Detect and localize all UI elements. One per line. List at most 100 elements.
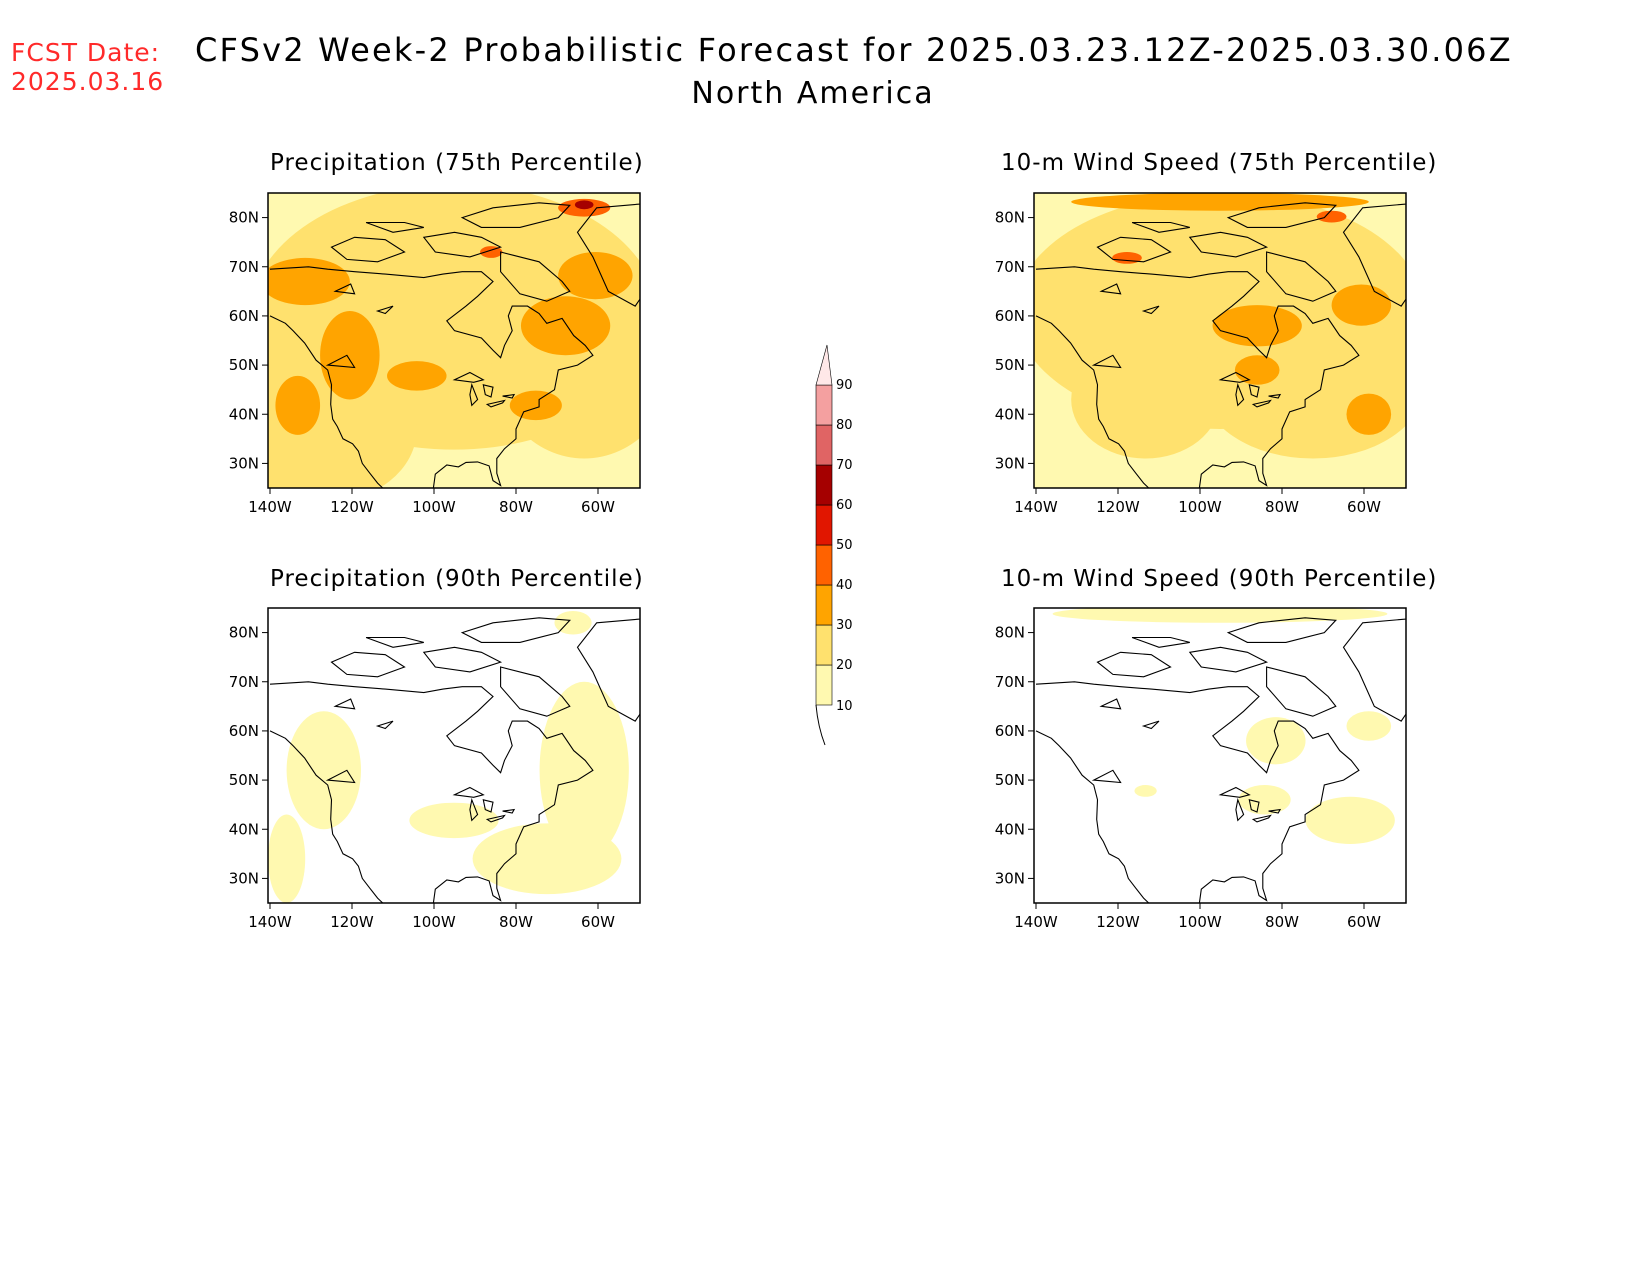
lat-tick-label: 60N bbox=[229, 722, 259, 740]
panel-title-wind-75: 10-m Wind Speed (75th Percentile) bbox=[1001, 150, 1438, 176]
forecast-date-block: FCST Date: 2025.03.16 bbox=[11, 38, 164, 96]
lake-outline bbox=[1251, 814, 1272, 823]
lake-outline bbox=[469, 797, 479, 822]
lat-tick-label: 40N bbox=[995, 405, 1025, 423]
probability-shading bbox=[1346, 711, 1392, 741]
island-outline bbox=[460, 617, 571, 643]
lake-outline bbox=[375, 720, 394, 730]
colorbar-segment bbox=[815, 624, 833, 666]
colorbar-segment bbox=[815, 504, 833, 546]
colorbar-level-label: 50 bbox=[836, 538, 853, 553]
lat-tick-label: 40N bbox=[229, 820, 259, 838]
lake-outline bbox=[502, 393, 516, 399]
lake-outline bbox=[1268, 808, 1282, 814]
lon-tick-label: 100W bbox=[412, 913, 456, 930]
colorbar-level-label: 60 bbox=[836, 498, 853, 513]
island-outline bbox=[1226, 617, 1337, 643]
island-outline bbox=[1188, 231, 1269, 258]
colorbar-segment bbox=[815, 584, 833, 626]
lake-outline bbox=[502, 808, 516, 814]
map-panel-precip-75: 140W 120W 100W 80W 60W 80N 70N 60N 50N 40N 30N bbox=[229, 192, 641, 515]
lat-tick-label: 80N bbox=[995, 624, 1025, 642]
probability-shading bbox=[268, 257, 350, 306]
probability-shading bbox=[275, 375, 321, 435]
coastline bbox=[269, 730, 384, 903]
probability-colorbar: 10 20 30 40 50 60 70 80 90 bbox=[815, 344, 853, 746]
forecast-date-value: 2025.03.16 bbox=[11, 67, 165, 96]
lake-outline bbox=[375, 305, 394, 315]
lat-tick-label: 50N bbox=[995, 771, 1025, 789]
coastline bbox=[1035, 266, 1360, 488]
panel-title-precip-75: Precipitation (75th Percentile) bbox=[270, 150, 644, 176]
colorbar-segment bbox=[815, 544, 833, 586]
lat-tick-label: 30N bbox=[995, 454, 1025, 472]
lon-tick-label: 140W bbox=[248, 913, 292, 930]
lat-tick-label: 60N bbox=[995, 307, 1025, 325]
lake-outline bbox=[482, 384, 494, 398]
colorbar-segment bbox=[815, 424, 833, 466]
lake-outline bbox=[1268, 393, 1282, 399]
island-outline bbox=[1131, 221, 1190, 233]
lat-tick-label: 70N bbox=[229, 258, 259, 276]
lake-outline bbox=[1248, 799, 1260, 813]
lat-tick-label: 50N bbox=[995, 356, 1025, 374]
lat-tick-label: 50N bbox=[229, 771, 259, 789]
island-outline bbox=[500, 251, 571, 302]
region-subtitle: North America bbox=[691, 76, 935, 111]
lon-tick-label: 80W bbox=[1265, 913, 1299, 930]
lon-tick-label: 120W bbox=[330, 498, 374, 515]
lat-tick-label: 60N bbox=[995, 722, 1025, 740]
island-outline bbox=[460, 202, 571, 228]
map-frame bbox=[1033, 192, 1407, 489]
lake-outline bbox=[1099, 698, 1122, 710]
lake-outline bbox=[469, 382, 479, 407]
probability-shading bbox=[1071, 340, 1220, 459]
colorbar-level-label: 80 bbox=[836, 418, 853, 433]
lake-outline bbox=[1099, 283, 1122, 295]
island-outline bbox=[576, 618, 640, 722]
lake-outline bbox=[452, 371, 485, 383]
map-frame bbox=[267, 607, 641, 904]
island-outline bbox=[365, 221, 424, 233]
lon-tick-label: 140W bbox=[1014, 498, 1058, 515]
map-panel-precip-90: 140W 120W 100W 80W 60W 80N 70N 60N 50N 40N 30N bbox=[229, 607, 641, 930]
coastline bbox=[269, 681, 594, 903]
probability-shading bbox=[387, 361, 447, 391]
probability-shading bbox=[1134, 785, 1157, 797]
lake-outline bbox=[1248, 384, 1260, 398]
probability-shading bbox=[1331, 284, 1392, 326]
island-outline bbox=[500, 666, 571, 717]
lat-tick-label: 70N bbox=[995, 673, 1025, 691]
lon-tick-label: 60W bbox=[581, 913, 615, 930]
lat-tick-label: 50N bbox=[229, 356, 259, 374]
lat-tick-label: 80N bbox=[229, 209, 259, 227]
page-title: CFSv2 Week-2 Probabilistic Forecast for … bbox=[195, 31, 1513, 69]
probability-shading bbox=[554, 610, 592, 635]
lat-tick-label: 70N bbox=[229, 673, 259, 691]
colorbar-level-label: 40 bbox=[836, 578, 853, 593]
lake-outline bbox=[485, 399, 506, 408]
lat-tick-label: 30N bbox=[995, 869, 1025, 887]
island-outline bbox=[1266, 666, 1337, 717]
map-frame bbox=[267, 192, 641, 489]
coastline bbox=[269, 266, 594, 488]
colorbar-segment bbox=[815, 384, 833, 426]
lake-outline bbox=[333, 698, 356, 710]
probability-shading bbox=[480, 246, 503, 258]
probability-shading bbox=[1112, 252, 1142, 264]
lake-outline bbox=[1218, 371, 1251, 383]
lake-outline bbox=[1218, 786, 1251, 798]
colorbar-segment bbox=[815, 664, 833, 706]
panel-title-wind-90: 10-m Wind Speed (90th Percentile) bbox=[1001, 566, 1438, 592]
island-outline bbox=[330, 651, 406, 678]
lon-tick-label: 140W bbox=[248, 498, 292, 515]
colorbar-level-label: 10 bbox=[836, 699, 853, 714]
island-outline bbox=[1342, 203, 1406, 307]
lon-tick-label: 80W bbox=[1265, 498, 1299, 515]
probability-shading bbox=[1234, 355, 1280, 385]
lat-tick-label: 80N bbox=[995, 209, 1025, 227]
probability-shading bbox=[1346, 393, 1392, 435]
lat-tick-label: 30N bbox=[229, 454, 259, 472]
probability-shading bbox=[286, 711, 361, 830]
lake-outline bbox=[1091, 354, 1122, 369]
